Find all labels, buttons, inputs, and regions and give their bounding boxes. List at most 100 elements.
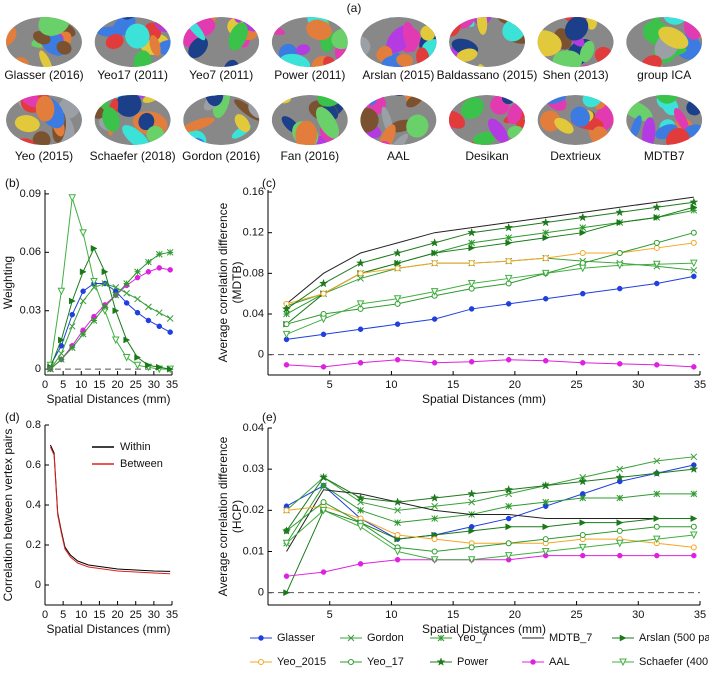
marker (616, 219, 624, 226)
marker (690, 266, 698, 274)
brain (183, 95, 260, 145)
marker (617, 361, 623, 367)
brain-label: Desikan (465, 149, 508, 163)
marker (431, 548, 438, 555)
marker (90, 278, 98, 286)
x-tick-label: 15 (93, 609, 105, 621)
marker (578, 543, 587, 552)
marker (80, 288, 86, 295)
parcel (630, 115, 642, 140)
marker (134, 268, 141, 276)
brain (537, 17, 614, 67)
marker (69, 311, 75, 318)
parcel (188, 36, 209, 59)
parcel (476, 17, 488, 35)
marker (320, 499, 327, 506)
x-tick-label: 25 (570, 609, 582, 621)
x-tick-label: 10 (75, 609, 87, 621)
marker (394, 519, 401, 527)
x-tick-label: 20 (111, 379, 123, 391)
marker (505, 258, 512, 265)
legend-label: MDTB_7 (549, 632, 592, 644)
marker (320, 290, 327, 297)
parcel (579, 40, 595, 63)
marker (319, 278, 329, 288)
marker (357, 360, 364, 366)
marker (615, 472, 625, 482)
marker (320, 482, 327, 489)
marker (431, 515, 438, 522)
marker (155, 309, 163, 317)
marker (283, 321, 290, 328)
x-axis-label: Spatial Distances (mm) (46, 392, 170, 406)
y-tick-label: 0.16 (243, 186, 264, 198)
marker (156, 363, 163, 371)
marker (654, 552, 660, 559)
marker (356, 300, 365, 308)
parcel (461, 97, 484, 120)
series-line (50, 251, 171, 370)
marker (79, 229, 87, 237)
marker (394, 265, 401, 272)
marker (356, 258, 366, 268)
parcel (540, 110, 561, 132)
x-tick-label: 5 (327, 609, 333, 621)
brain (626, 95, 703, 145)
series-line (286, 359, 694, 368)
marker (652, 260, 661, 269)
marker (156, 323, 163, 330)
marker (166, 248, 174, 256)
marker (652, 535, 661, 544)
y-tick-label: 0 (35, 579, 41, 591)
marker (145, 317, 152, 324)
marker (468, 544, 475, 551)
brain-label: Dextrieux (550, 149, 601, 163)
parcel (658, 26, 689, 49)
brain (94, 95, 171, 145)
x-axis-label: Spatial Distances (mm) (46, 622, 170, 636)
marker (504, 484, 514, 494)
y-tick-label: 0 (35, 363, 41, 375)
parcel (396, 53, 414, 67)
x-tick-label: 30 (148, 379, 160, 391)
marker (653, 244, 660, 251)
marker (134, 274, 141, 281)
legend-marker (258, 635, 264, 641)
parcel (507, 103, 523, 125)
x-tick-label: 10 (385, 609, 397, 621)
brain-label: Yeo (2015) (15, 149, 73, 163)
parcel (296, 44, 311, 56)
marker (79, 268, 87, 276)
x-tick-label: 15 (447, 609, 459, 621)
marker (283, 336, 290, 343)
marker (468, 306, 475, 312)
series-line (286, 232, 694, 325)
parcel (360, 35, 371, 57)
marker (393, 547, 402, 556)
brain-label: Schaefer (2018) (90, 149, 176, 163)
series-line (49, 446, 171, 575)
x-tick-label: 0 (42, 379, 48, 391)
parcel (102, 107, 120, 132)
marker (617, 285, 623, 292)
marker (57, 356, 65, 363)
marker (468, 359, 475, 365)
marker (283, 589, 291, 597)
marker (394, 556, 401, 563)
marker (320, 331, 327, 338)
y-tick-label: 0.01 (243, 545, 264, 557)
marker (468, 239, 476, 247)
marker (542, 296, 549, 302)
marker (145, 303, 152, 311)
y-axis-label: Average correlation difference (216, 436, 230, 596)
marker (145, 269, 152, 275)
marker (123, 336, 131, 344)
marker (468, 498, 476, 506)
brain-label: Glasser (2016) (4, 68, 83, 82)
marker (394, 300, 401, 307)
marker (166, 365, 174, 373)
y-tick-label: 0.06 (20, 246, 41, 258)
marker (430, 288, 439, 296)
marker (68, 297, 76, 305)
marker (505, 280, 512, 287)
